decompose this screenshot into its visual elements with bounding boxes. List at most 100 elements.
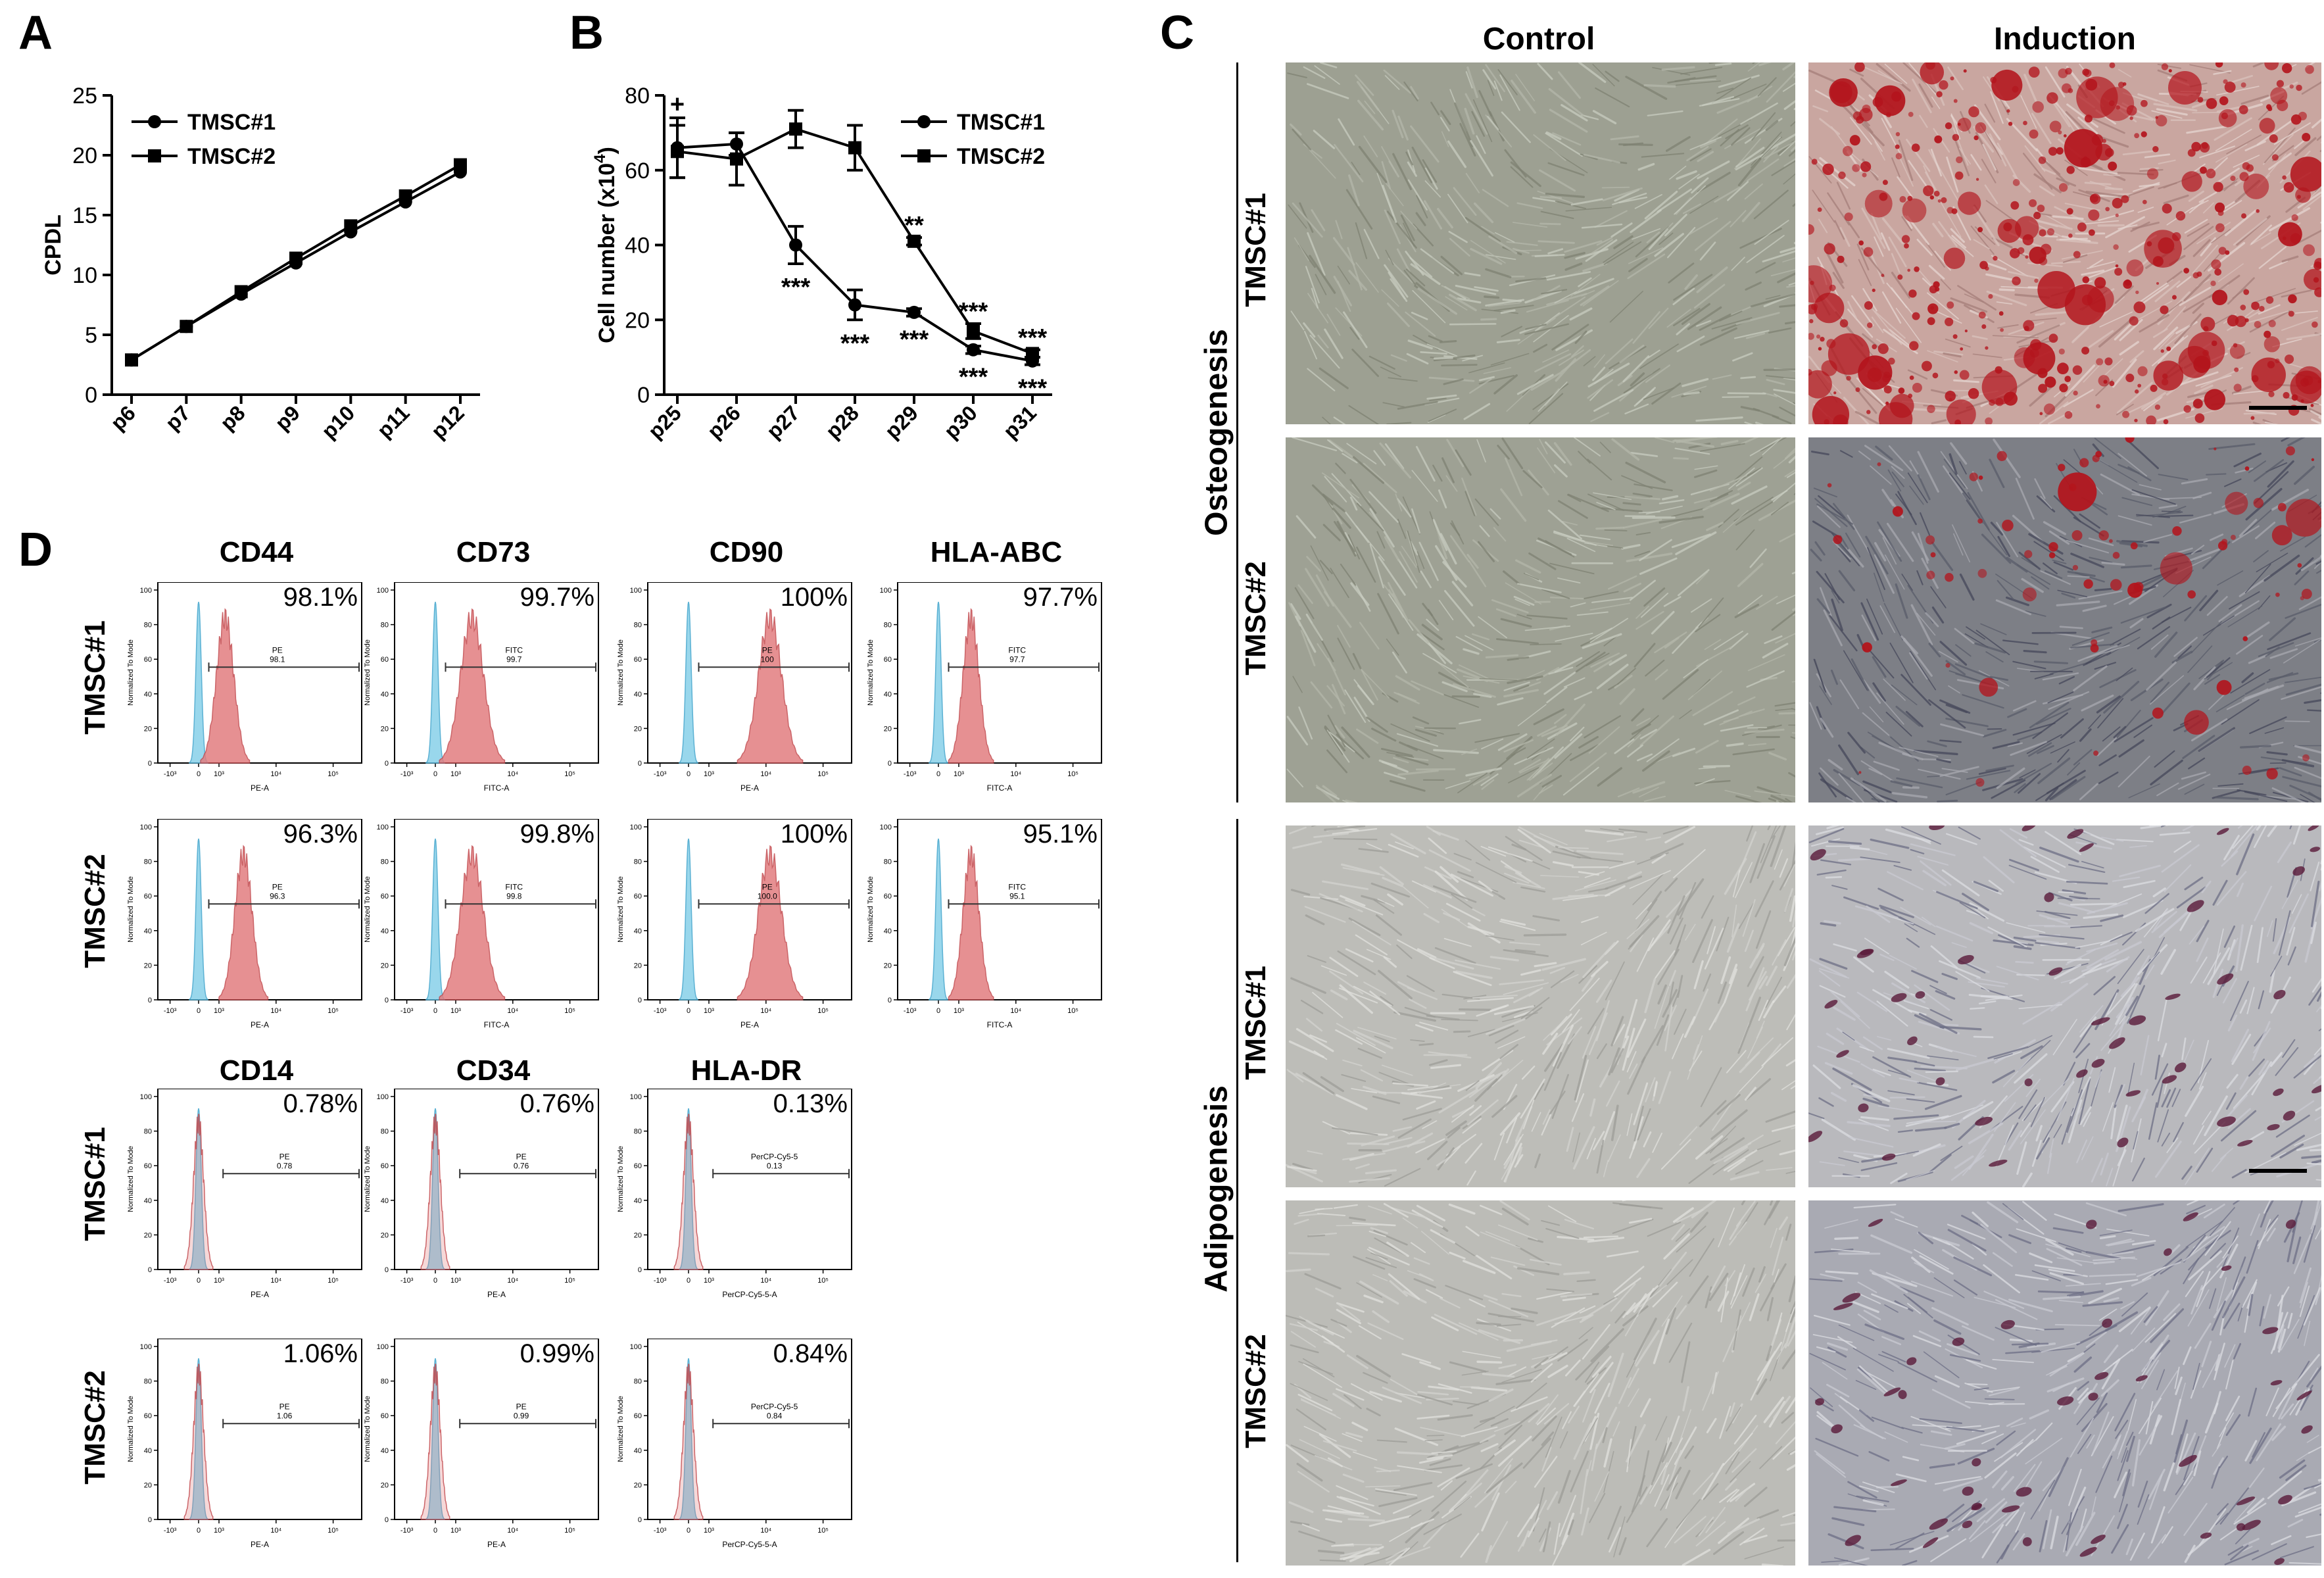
cell-texture bbox=[1983, 1264, 2020, 1294]
mineral-deposit bbox=[1878, 402, 1913, 424]
cell-texture bbox=[1298, 1530, 1336, 1544]
cell-texture bbox=[1288, 1252, 1330, 1256]
cell-texture bbox=[1386, 210, 1417, 249]
cell-texture bbox=[1661, 1441, 1672, 1463]
cell-texture bbox=[2160, 949, 2177, 975]
cell-texture bbox=[1563, 677, 1586, 688]
cell-texture bbox=[1737, 696, 1756, 706]
mineral-deposit bbox=[1822, 163, 1834, 176]
cell-texture bbox=[1629, 915, 1660, 948]
cell-texture bbox=[1606, 1080, 1620, 1107]
cell-texture bbox=[1386, 1546, 1431, 1564]
cell-texture bbox=[1440, 533, 1457, 565]
cell-texture bbox=[2116, 839, 2154, 843]
cell-texture bbox=[1836, 182, 1851, 210]
cell-texture bbox=[2058, 676, 2075, 685]
mineral-deposit bbox=[1978, 475, 1983, 480]
mineral-deposit bbox=[2022, 587, 2037, 602]
mineral-deposit bbox=[1936, 91, 1943, 98]
cell-texture bbox=[1636, 718, 1651, 726]
cell-texture bbox=[1428, 1385, 1459, 1391]
cell-texture bbox=[1432, 658, 1469, 688]
cell-texture bbox=[1862, 287, 1877, 312]
cell-texture bbox=[2075, 572, 2105, 583]
cell-texture bbox=[1689, 1212, 1708, 1233]
cell-texture bbox=[2019, 769, 2036, 779]
cell-texture bbox=[1407, 530, 1420, 573]
cell-texture bbox=[1646, 232, 1660, 243]
mineral-deposit bbox=[1993, 256, 1998, 261]
cell-texture bbox=[2038, 1489, 2051, 1512]
cell-texture bbox=[1539, 833, 1568, 846]
cell-texture bbox=[1656, 1014, 1670, 1046]
cell-texture bbox=[1337, 637, 1355, 670]
mineral-deposit bbox=[2168, 68, 2172, 73]
cell-texture bbox=[2253, 550, 2269, 562]
cell-texture bbox=[2120, 1301, 2135, 1310]
cell-texture bbox=[2061, 235, 2091, 243]
cell-texture bbox=[1438, 1089, 1478, 1114]
cell-texture bbox=[1380, 747, 1413, 757]
cell-texture bbox=[1699, 327, 1737, 346]
cell-texture bbox=[2265, 1200, 2274, 1213]
cell-texture bbox=[1468, 560, 1487, 587]
mineral-deposit bbox=[2191, 141, 2201, 152]
cell-texture bbox=[1424, 1464, 1463, 1471]
cell-texture bbox=[1562, 520, 1578, 526]
cell-texture bbox=[1826, 826, 1840, 829]
cell-texture bbox=[2112, 358, 2137, 388]
cell-texture bbox=[1480, 1442, 1499, 1452]
cell-texture bbox=[1612, 1218, 1654, 1234]
cell-texture bbox=[2166, 1087, 2177, 1108]
cell-texture bbox=[2161, 844, 2200, 873]
cell-texture bbox=[1378, 1072, 1411, 1085]
cell-texture bbox=[1368, 491, 1399, 523]
cell-texture bbox=[1452, 1400, 1480, 1406]
cell-texture bbox=[2066, 949, 2096, 966]
cell-texture bbox=[2040, 570, 2071, 585]
cell-texture bbox=[2161, 1132, 2171, 1147]
cell-texture bbox=[1782, 62, 1795, 71]
lipid-droplet bbox=[2217, 1116, 2236, 1127]
cell-texture bbox=[1405, 311, 1436, 337]
cell-texture bbox=[1693, 284, 1726, 309]
cell-texture bbox=[1724, 128, 1761, 149]
mineral-deposit bbox=[2288, 294, 2297, 304]
cell-texture bbox=[2098, 754, 2117, 766]
cell-texture bbox=[1607, 1134, 1621, 1162]
lipid-droplet bbox=[2262, 1327, 2279, 1335]
cell-texture bbox=[2199, 589, 2219, 612]
cell-texture bbox=[1476, 439, 1486, 463]
cell-texture bbox=[1480, 318, 1497, 321]
cell-texture bbox=[1513, 881, 1545, 889]
cell-texture bbox=[1872, 682, 1886, 702]
cell-texture bbox=[1733, 1414, 1757, 1445]
cell-texture bbox=[1647, 919, 1671, 952]
cell-texture bbox=[1943, 1477, 1983, 1492]
cell-texture bbox=[2046, 1152, 2052, 1174]
row-label-flow: TMSC#2 bbox=[79, 1370, 111, 1485]
cell-texture bbox=[2116, 403, 2134, 416]
cell-texture bbox=[1668, 262, 1695, 284]
cell-texture bbox=[2108, 1067, 2116, 1093]
cell-texture bbox=[1593, 354, 1605, 368]
cell-texture bbox=[1676, 323, 1690, 335]
cell-texture bbox=[1970, 225, 1995, 255]
cell-texture bbox=[2216, 86, 2260, 96]
significance-mark: *** bbox=[959, 363, 988, 391]
cell-texture bbox=[2041, 168, 2056, 175]
cell-texture bbox=[1574, 879, 1616, 891]
cell-texture bbox=[1772, 482, 1795, 503]
cell-texture bbox=[1330, 568, 1349, 599]
cell-texture bbox=[1847, 1481, 1877, 1499]
y-axis-label: Normalized To Mode bbox=[127, 639, 135, 706]
cell-texture bbox=[1534, 835, 1574, 852]
mineral-deposit bbox=[1912, 382, 1922, 393]
panel-letter-c: C bbox=[1160, 7, 1194, 59]
lipid-droplet bbox=[2125, 1090, 2141, 1097]
cell-texture bbox=[2286, 927, 2296, 956]
cell-texture bbox=[1719, 310, 1743, 322]
cell-texture bbox=[1399, 551, 1418, 583]
cell-texture bbox=[2043, 562, 2058, 575]
cell-texture bbox=[2204, 1221, 2231, 1256]
